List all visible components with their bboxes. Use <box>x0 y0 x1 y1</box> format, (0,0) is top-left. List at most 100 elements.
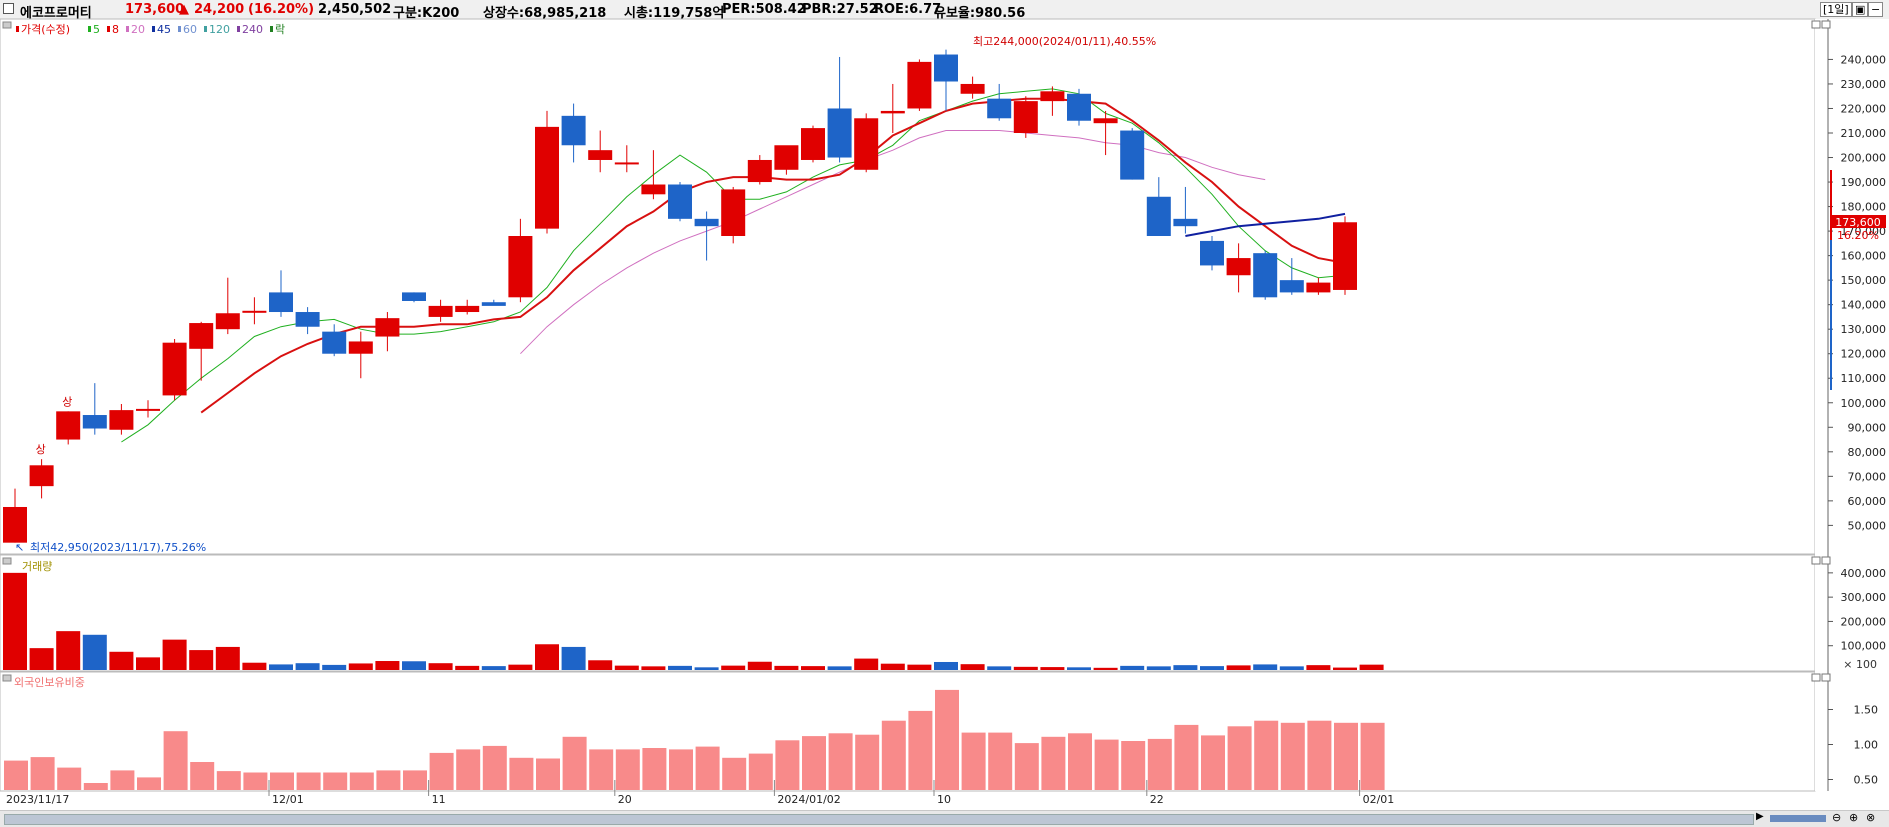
foreign-bar[interactable] <box>137 777 161 790</box>
zoom-in-icon[interactable]: ⊕ <box>1849 811 1859 824</box>
candle-body[interactable] <box>987 98 1012 119</box>
candle-body[interactable] <box>721 189 746 236</box>
scroll-thumb[interactable] <box>4 814 1754 825</box>
foreign-bar[interactable] <box>908 710 933 790</box>
legend-item[interactable]: 5 <box>93 23 100 36</box>
volume-bar[interactable] <box>215 646 240 670</box>
foreign-bar[interactable] <box>1280 722 1305 790</box>
candle-body[interactable] <box>1120 130 1145 180</box>
foreign-bar[interactable] <box>1360 722 1385 790</box>
foreign-bar[interactable] <box>961 732 986 790</box>
candle-body[interactable] <box>1146 196 1171 236</box>
volume-bar[interactable] <box>1200 666 1224 670</box>
candle-body[interactable] <box>136 408 160 411</box>
volume-bar[interactable] <box>481 666 506 670</box>
foreign-bar[interactable] <box>1014 743 1039 790</box>
volume-bar[interactable] <box>162 639 187 670</box>
candle-body[interactable] <box>215 313 240 330</box>
candle-body[interactable] <box>535 126 559 229</box>
foreign-bar[interactable] <box>482 745 507 790</box>
candle-body[interactable] <box>162 342 187 396</box>
candle-body[interactable] <box>588 150 613 160</box>
foreign-bar[interactable] <box>1147 738 1172 790</box>
foreign-bar[interactable] <box>748 753 773 790</box>
volume-bar[interactable] <box>109 651 134 670</box>
volume-bar[interactable] <box>614 665 639 670</box>
foreign-bar[interactable] <box>1227 726 1252 790</box>
legend-item[interactable]: 240 <box>242 23 263 36</box>
volume-bar[interactable] <box>402 661 426 670</box>
foreign-bar[interactable] <box>110 770 135 790</box>
candle-body[interactable] <box>801 128 825 160</box>
candle-body[interactable] <box>854 118 879 170</box>
candle-body[interactable] <box>29 465 54 487</box>
candle-body[interactable] <box>56 411 81 440</box>
candle-body[interactable] <box>1040 91 1065 102</box>
volume-bar[interactable] <box>907 664 932 670</box>
volume-bar[interactable] <box>56 631 81 670</box>
volume-bar[interactable] <box>747 661 772 670</box>
volume-bar[interactable] <box>1120 665 1145 670</box>
window-icon[interactable]: ▣ <box>1852 2 1869 17</box>
foreign-bar[interactable] <box>695 746 720 790</box>
foreign-bar[interactable] <box>536 758 560 791</box>
volume-bar[interactable] <box>774 665 799 670</box>
volume-bar[interactable] <box>588 660 613 670</box>
volume-bar[interactable] <box>694 667 719 670</box>
candle-body[interactable] <box>960 83 985 94</box>
foreign-bar[interactable] <box>802 736 826 790</box>
candle-body[interactable] <box>934 54 958 82</box>
foreign-bar[interactable] <box>935 689 959 790</box>
candle-body[interactable] <box>109 410 134 430</box>
zoom-slider[interactable] <box>1770 815 1826 822</box>
volume-menu-icon[interactable] <box>2 557 12 565</box>
foreign-bar[interactable] <box>1041 736 1066 790</box>
candle-body[interactable] <box>3 506 27 543</box>
foreign-bar[interactable] <box>243 772 268 791</box>
foreign-bar[interactable] <box>349 772 374 791</box>
candle-body[interactable] <box>375 318 400 337</box>
volume-bar[interactable] <box>322 664 347 670</box>
candle-body[interactable] <box>1333 222 1357 290</box>
volume-bar[interactable] <box>1067 667 1091 670</box>
scroll-right-icon[interactable]: ▶ <box>1756 811 1764 822</box>
candle-body[interactable] <box>1200 240 1224 266</box>
candle-body[interactable] <box>1173 218 1198 227</box>
candle-body[interactable] <box>1226 258 1251 276</box>
foreign-bar[interactable] <box>323 772 348 791</box>
volume-bar[interactable] <box>561 646 586 670</box>
candle-body[interactable] <box>668 184 692 219</box>
candle-body[interactable] <box>641 184 666 195</box>
volume-bar[interactable] <box>987 666 1012 670</box>
candle-body[interactable] <box>1067 93 1091 121</box>
foreign-bar[interactable] <box>296 772 321 791</box>
foreign-bar[interactable] <box>403 770 427 790</box>
foreign-bar[interactable] <box>615 749 640 790</box>
foreign-bar[interactable] <box>881 720 906 790</box>
volume-bar[interactable] <box>1040 667 1065 670</box>
foreign-bar[interactable] <box>429 752 454 790</box>
candle-body[interactable] <box>614 162 639 165</box>
foreign-bar[interactable] <box>589 749 614 790</box>
panel-close-icon[interactable] <box>1821 20 1831 29</box>
volume-bar[interactable] <box>348 663 373 670</box>
period-button[interactable]: [1일] <box>1820 2 1852 17</box>
panel-checkbox[interactable] <box>3 3 14 14</box>
stock-chart[interactable]: 가격(수정) 5 8 20 45 60 120 240 락 거래량 외국인보유비중 240,00… <box>0 0 1889 810</box>
volume-close-icon[interactable] <box>1821 556 1831 565</box>
foreign-bar[interactable] <box>1201 735 1225 790</box>
candle-body[interactable] <box>295 312 320 327</box>
scroll-bar[interactable]: ▶ ⊖ ⊕ ⊗ <box>0 810 1889 827</box>
volume-bar[interactable] <box>295 663 320 670</box>
candle-body[interactable] <box>880 110 905 114</box>
foreign-bar[interactable] <box>270 772 294 791</box>
volume-bar[interactable] <box>1226 665 1251 670</box>
legend-item[interactable]: 가격(수정) <box>21 23 70 36</box>
volume-restore-icon[interactable] <box>1811 556 1821 565</box>
zoom-out-icon[interactable]: ⊖ <box>1832 811 1842 824</box>
candle-body[interactable] <box>1013 101 1038 133</box>
volume-bar[interactable] <box>960 664 985 670</box>
candle-body[interactable] <box>428 305 453 317</box>
volume-bar[interactable] <box>1013 666 1038 670</box>
volume-panel[interactable] <box>0 554 1816 672</box>
